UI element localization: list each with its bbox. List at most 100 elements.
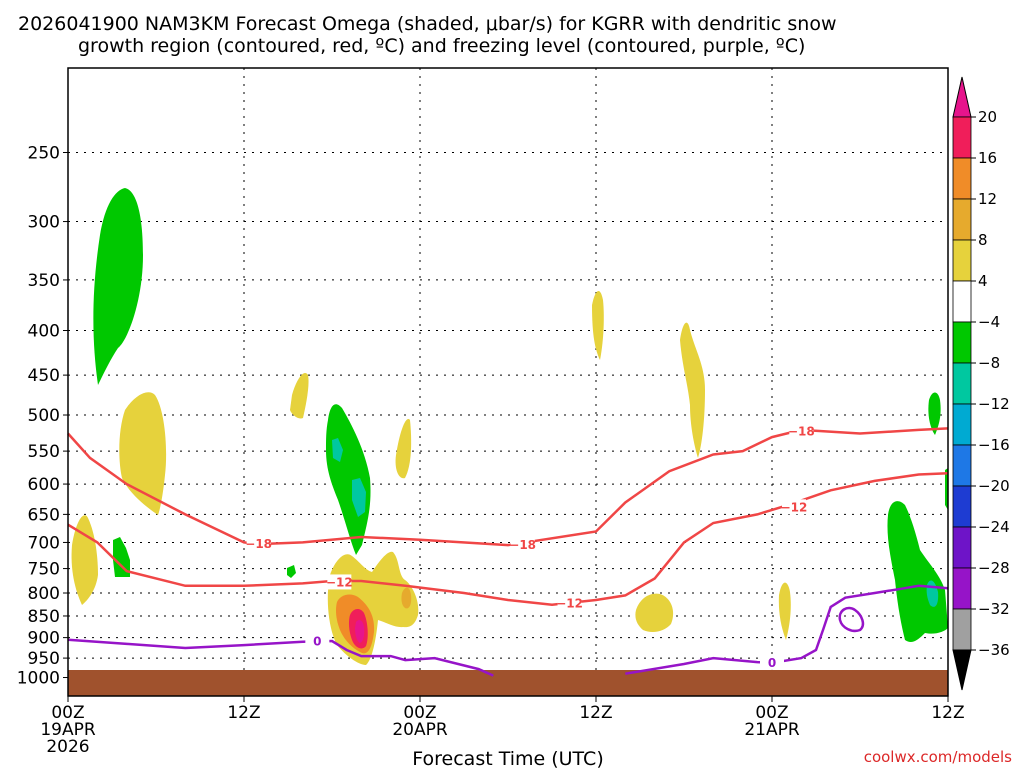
y-tick-label: 300 xyxy=(28,213,60,233)
contour-label-bg xyxy=(305,633,330,649)
colorbar-tick-label: 12 xyxy=(978,190,997,208)
colorbar-swatch xyxy=(952,362,972,405)
y-tick-label: 950 xyxy=(28,649,60,669)
y-tick-label: 550 xyxy=(28,442,60,462)
x-tick-label: 00Z xyxy=(755,703,788,723)
colorbar-tick-label: −24 xyxy=(978,518,1010,536)
contour-label-bg xyxy=(510,537,535,553)
y-tick-label: 350 xyxy=(28,271,60,291)
colorbar-swatch xyxy=(952,280,972,323)
temperature-contours: −18 −18 −18 −12 −12 −12 0 0 xyxy=(67,423,949,677)
contour-label-bg xyxy=(789,423,814,439)
contour-label-freezing: 0 xyxy=(313,634,321,648)
contour-label-minus18: −18 xyxy=(509,538,536,552)
colorbar-tick-label: −8 xyxy=(978,354,1000,372)
x-tick-label: 00Z xyxy=(51,703,84,723)
colorbar-swatch xyxy=(952,526,972,569)
ground-surface xyxy=(68,670,948,696)
plot-area: −18 −18 −18 −12 −12 −12 0 0 xyxy=(67,67,949,697)
contour-label-freezing-2: 0 xyxy=(768,656,776,670)
colorbar: 20 16 12 8 4 −4 −8 −12 −16 −20 −24 −28 −32 −36 xyxy=(952,76,1010,691)
y-tick-label: 250 xyxy=(28,144,60,164)
contour-label-bg xyxy=(557,595,582,611)
omega-yellow-small-1 xyxy=(290,372,309,419)
chart-subtitle: growth region (contoured, red, ºC) and f… xyxy=(78,35,805,57)
y-tick-label: 600 xyxy=(28,475,60,495)
x-tick-label: 12Z xyxy=(227,703,260,723)
freezing-loop xyxy=(838,606,865,633)
colorbar-top-arrow xyxy=(952,76,972,118)
omega-green-right-top xyxy=(928,392,941,435)
colorbar-tick-label: −28 xyxy=(978,559,1010,577)
omega-yellow-right-mid xyxy=(680,322,705,458)
colorbar-swatch xyxy=(952,567,972,610)
x-axis-label: Forecast Time (UTC) xyxy=(412,748,603,768)
colorbar-tick-label: −20 xyxy=(978,477,1010,495)
colorbar-swatch xyxy=(952,321,972,364)
omega-green-upper-left xyxy=(93,188,143,385)
x-tick-label: 21APR xyxy=(744,720,800,740)
y-axis: 2503003504004505005506006507007508008509… xyxy=(17,144,68,689)
colorbar-tick-label: 16 xyxy=(978,149,997,167)
colorbar-swatch xyxy=(952,608,972,651)
contour-label-minus12: −12 xyxy=(326,575,353,589)
colorbar-swatch xyxy=(952,157,972,200)
omega-yellow-mid-small xyxy=(395,419,412,479)
plot-background xyxy=(68,68,948,696)
x-tick-label: 12Z xyxy=(931,703,964,723)
x-tick-label: 00Z xyxy=(403,703,436,723)
colorbar-tick-label: −32 xyxy=(978,600,1010,618)
contour-label-bg xyxy=(327,574,352,590)
contour-label-bg xyxy=(782,499,806,515)
colorbar-bottom-arrow xyxy=(952,649,972,691)
contour-label-bg xyxy=(760,654,784,670)
contour-label-bg xyxy=(246,536,271,552)
contour-label-minus18: −18 xyxy=(245,537,272,551)
colorbar-swatch xyxy=(952,485,972,528)
contour-label-minus18: −18 xyxy=(788,424,815,438)
colorbar-swatch xyxy=(952,239,972,282)
omega-yellow-left xyxy=(119,392,167,515)
omega-orange-right-small xyxy=(401,587,412,609)
contour-label-minus12: −12 xyxy=(781,500,808,514)
y-tick-label: 850 xyxy=(28,607,60,627)
y-tick-label: 500 xyxy=(28,406,60,426)
omega-teal-mid-a xyxy=(332,438,343,462)
contour-freezing-2 xyxy=(625,584,949,675)
colorbar-tick-label: −4 xyxy=(978,313,1000,331)
colorbar-swatch xyxy=(952,444,972,487)
chart-title: 2026041900 NAM3KM Forecast Omega (shaded… xyxy=(18,13,836,35)
x-tick-label: 20APR xyxy=(392,720,448,740)
omega-yellow-lower-right-small xyxy=(778,582,791,640)
y-tick-label: 900 xyxy=(28,629,60,649)
colorbar-swatch xyxy=(952,116,972,159)
y-tick-label: 650 xyxy=(28,505,60,525)
contour-label-minus12: −12 xyxy=(556,596,583,610)
omega-magenta-core xyxy=(355,619,365,643)
y-tick-label: 450 xyxy=(28,366,60,386)
x-tick-label: 2026 xyxy=(46,737,89,757)
y-tick-label: 400 xyxy=(28,322,60,342)
colorbar-tick-label: 4 xyxy=(978,272,988,290)
contour-freezing xyxy=(67,638,494,677)
colorbar-tick-label: 20 xyxy=(978,108,997,126)
colorbar-swatch xyxy=(952,198,972,241)
colorbar-tick-label: 8 xyxy=(978,231,988,249)
y-tick-label: 700 xyxy=(28,533,60,553)
omega-green-small-2 xyxy=(287,565,296,578)
colorbar-tick-label: −16 xyxy=(978,436,1010,454)
y-tick-label: 1000 xyxy=(17,669,60,689)
colorbar-tick-label: −12 xyxy=(978,395,1010,413)
omega-yellow-center-top xyxy=(592,290,604,360)
x-tick-label: 12Z xyxy=(579,703,612,723)
omega-green-small-left xyxy=(113,537,130,577)
x-tick-label: 19APR xyxy=(40,720,96,740)
y-tick-label: 750 xyxy=(28,560,60,580)
y-tick-label: 800 xyxy=(28,584,60,604)
omega-yellow-lower-right xyxy=(635,593,674,632)
omega-teal-mid-b xyxy=(352,478,366,517)
credit-text: coolwx.com/models xyxy=(864,748,1012,766)
colorbar-swatch xyxy=(952,403,972,446)
plot-frame xyxy=(67,67,949,697)
